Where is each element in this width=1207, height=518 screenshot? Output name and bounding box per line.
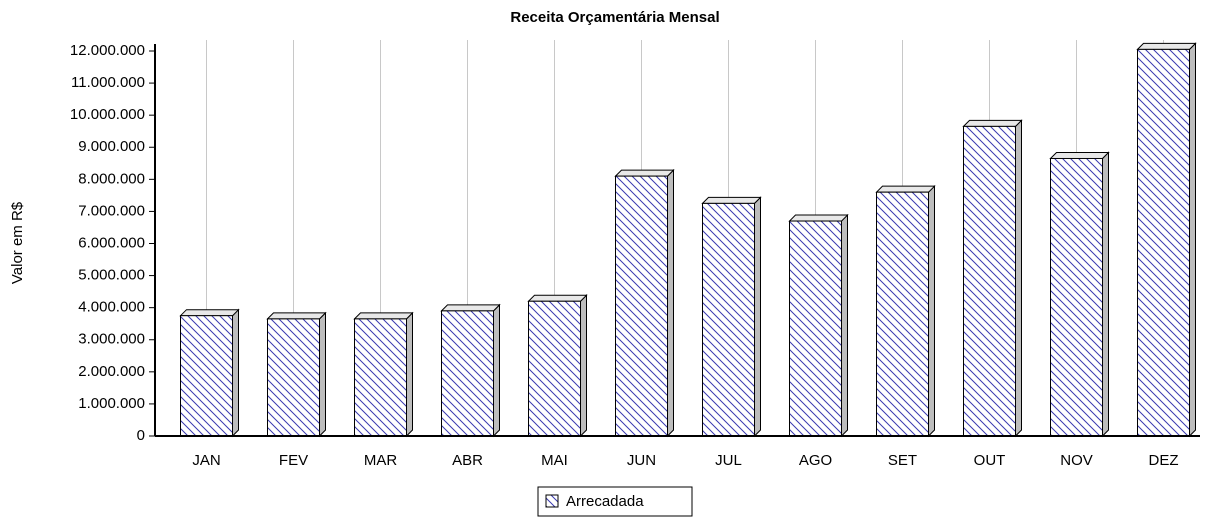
x-tick-label: ABR xyxy=(452,452,483,469)
y-tick-label: 11.000.000 xyxy=(71,74,145,91)
bar-top xyxy=(1136,42,1197,50)
bar-top xyxy=(614,169,675,177)
bar-top xyxy=(875,185,936,193)
bar-top xyxy=(440,304,501,312)
bar xyxy=(615,175,668,437)
y-tick-label: 6.000.000 xyxy=(78,234,145,251)
bar xyxy=(789,220,842,437)
bar xyxy=(267,318,320,437)
x-tick-label: JUN xyxy=(627,452,656,469)
bar xyxy=(1050,157,1103,437)
bar-side xyxy=(1189,42,1196,438)
bar-side xyxy=(232,308,239,438)
y-tick-label: 1.000.000 xyxy=(78,395,145,412)
bar-top xyxy=(962,119,1023,127)
x-tick-label: OUT xyxy=(974,452,1006,469)
x-tick-label: MAR xyxy=(364,452,398,469)
bar xyxy=(441,310,494,437)
bar-top xyxy=(353,312,414,320)
y-tick-label: 5.000.000 xyxy=(78,267,145,284)
bar xyxy=(702,202,755,437)
bar xyxy=(963,125,1016,437)
bar xyxy=(528,300,581,437)
bar-side xyxy=(580,294,587,438)
legend-label: Arrecadada xyxy=(566,493,644,510)
bar-side xyxy=(493,303,500,438)
y-tick-label: 12.000.000 xyxy=(70,42,145,59)
y-tick-label: 3.000.000 xyxy=(78,331,145,348)
bar xyxy=(876,191,929,437)
bar-side xyxy=(754,196,761,438)
bar-top xyxy=(1049,151,1110,159)
bar-top xyxy=(701,196,762,204)
bar-side xyxy=(406,311,413,438)
y-tick-label: 8.000.000 xyxy=(78,170,145,187)
bar-side xyxy=(319,311,326,438)
y-axis-label: Valor em R$ xyxy=(9,201,26,284)
y-tick-label: 2.000.000 xyxy=(78,363,145,380)
bar-side xyxy=(667,168,674,438)
bar-top xyxy=(788,214,849,222)
bar xyxy=(354,318,407,437)
x-tick-label: JUL xyxy=(715,452,742,469)
bar-side xyxy=(841,213,848,438)
bar-top xyxy=(179,309,240,317)
bar-top xyxy=(527,294,588,302)
x-tick-label: SET xyxy=(888,452,917,469)
bar xyxy=(1137,48,1190,437)
chart-title: Receita Orçamentária Mensal xyxy=(510,9,719,26)
legend-box xyxy=(537,486,693,517)
bar xyxy=(180,315,233,437)
x-tick-label: DEZ xyxy=(1149,452,1179,469)
x-tick-label: NOV xyxy=(1060,452,1093,469)
y-tick-label: 9.000.000 xyxy=(78,138,145,155)
x-tick-label: AGO xyxy=(799,452,832,469)
y-tick-label: 0 xyxy=(137,427,145,444)
bar-side xyxy=(928,184,935,438)
x-tick-label: FEV xyxy=(279,452,308,469)
y-tick-label: 10.000.000 xyxy=(70,106,145,123)
bar-side xyxy=(1015,119,1022,438)
y-tick-label: 4.000.000 xyxy=(78,299,145,316)
x-tick-label: JAN xyxy=(192,452,220,469)
bar-top xyxy=(266,312,327,320)
y-tick-label: 7.000.000 xyxy=(78,202,145,219)
bar-side xyxy=(1102,151,1109,438)
x-tick-label: MAI xyxy=(541,452,568,469)
legend-swatch xyxy=(545,494,559,508)
